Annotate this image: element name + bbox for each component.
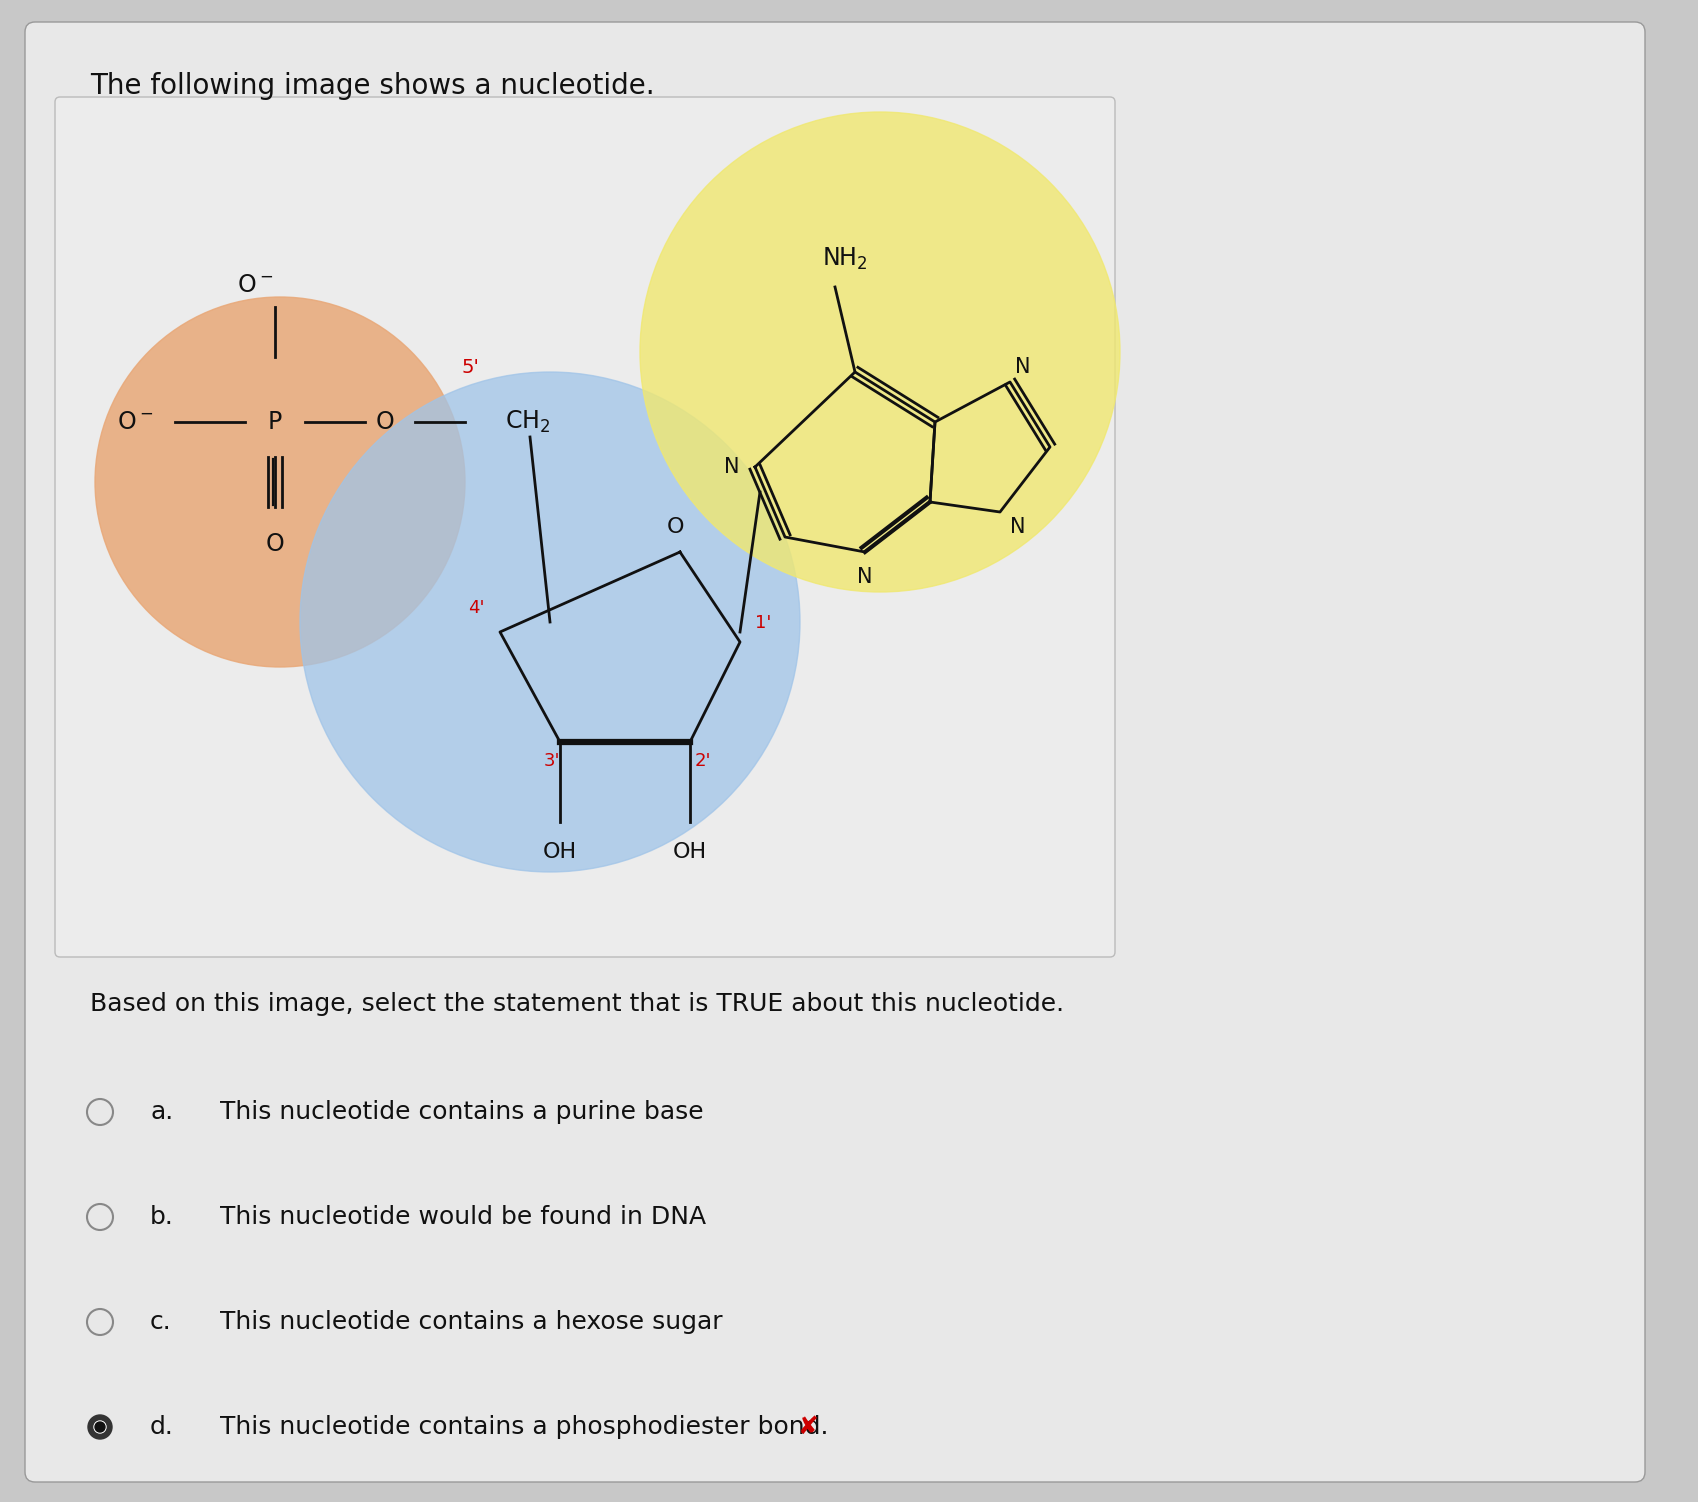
Circle shape <box>301 372 800 873</box>
Circle shape <box>93 1421 105 1433</box>
Text: O: O <box>265 532 284 556</box>
Text: N: N <box>1014 357 1031 377</box>
Text: This nucleotide contains a hexose sugar: This nucleotide contains a hexose sugar <box>219 1310 722 1334</box>
Text: This nucleotide contains a phosphodiester bond.: This nucleotide contains a phosphodieste… <box>219 1415 829 1439</box>
Text: a.: a. <box>149 1099 173 1123</box>
Text: OH: OH <box>672 843 706 862</box>
Circle shape <box>95 297 465 667</box>
Text: O$^-$: O$^-$ <box>236 273 273 297</box>
Text: O: O <box>375 410 394 434</box>
Text: 2': 2' <box>694 753 711 771</box>
Text: This nucleotide would be found in DNA: This nucleotide would be found in DNA <box>219 1205 706 1229</box>
Text: b.: b. <box>149 1205 173 1229</box>
FancyBboxPatch shape <box>54 98 1114 957</box>
Circle shape <box>88 1415 112 1439</box>
Text: N: N <box>1009 517 1026 538</box>
Text: 1': 1' <box>754 614 771 632</box>
Text: N: N <box>857 566 873 587</box>
Text: ✘: ✘ <box>790 1415 818 1439</box>
Text: N: N <box>723 457 740 478</box>
Text: Based on this image, select the statement that is TRUE about this nucleotide.: Based on this image, select the statemen… <box>90 991 1063 1015</box>
Text: 3': 3' <box>543 753 560 771</box>
Text: 4': 4' <box>469 599 484 617</box>
Text: c.: c. <box>149 1310 171 1334</box>
Text: OH: OH <box>543 843 577 862</box>
Text: P: P <box>268 410 282 434</box>
Text: 5': 5' <box>460 357 479 377</box>
Text: O$^-$: O$^-$ <box>117 410 153 434</box>
Circle shape <box>95 1422 105 1431</box>
Text: This nucleotide contains a purine base: This nucleotide contains a purine base <box>219 1099 703 1123</box>
Text: CH$_2$: CH$_2$ <box>504 409 550 436</box>
Text: O: O <box>666 517 683 538</box>
Text: d.: d. <box>149 1415 173 1439</box>
FancyBboxPatch shape <box>25 23 1644 1482</box>
Text: NH$_2$: NH$_2$ <box>822 246 868 272</box>
Text: The following image shows a nucleotide.: The following image shows a nucleotide. <box>90 72 654 101</box>
Circle shape <box>640 113 1119 592</box>
